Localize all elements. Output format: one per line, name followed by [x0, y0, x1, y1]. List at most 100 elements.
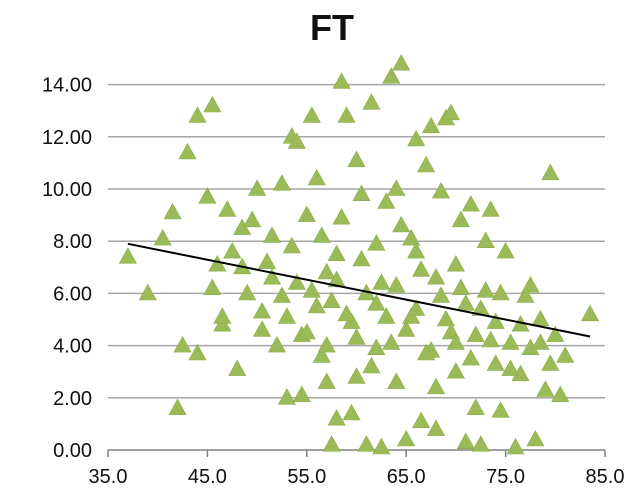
- data-point: [322, 291, 341, 309]
- data-point: [277, 388, 297, 405]
- data-point: [203, 278, 222, 296]
- data-point: [327, 244, 346, 262]
- data-point: [332, 208, 351, 225]
- data-point: [496, 241, 515, 259]
- data-point: [526, 429, 545, 447]
- data-point: [198, 187, 217, 204]
- data-point: [426, 419, 446, 436]
- data-points: [118, 54, 600, 455]
- data-point: [516, 286, 535, 303]
- data-point: [178, 142, 197, 160]
- data-point: [531, 309, 550, 327]
- data-point: [407, 299, 426, 316]
- y-tick-label: 14.00: [42, 75, 92, 97]
- data-point: [317, 335, 336, 353]
- data-point: [312, 226, 331, 243]
- data-point: [332, 72, 351, 89]
- data-point: [461, 348, 480, 366]
- data-point: [223, 241, 242, 259]
- data-point: [407, 129, 426, 147]
- data-point: [367, 294, 386, 311]
- data-point: [272, 174, 292, 191]
- data-point: [168, 398, 187, 416]
- data-point: [163, 202, 182, 220]
- data-point: [541, 354, 560, 371]
- data-point: [297, 205, 316, 222]
- data-point: [436, 309, 456, 327]
- data-point: [481, 330, 500, 348]
- data-point: [352, 249, 371, 267]
- data-point: [377, 192, 396, 209]
- data-point: [431, 181, 451, 199]
- data-point: [506, 437, 525, 455]
- data-point: [486, 354, 505, 371]
- data-point: [441, 103, 461, 121]
- data-point: [337, 106, 356, 123]
- data-point: [238, 283, 257, 301]
- data-point: [521, 275, 540, 293]
- y-tick-label: 2.00: [53, 388, 92, 410]
- data-point: [501, 359, 520, 376]
- data-point: [412, 411, 431, 429]
- data-point: [203, 95, 222, 113]
- data-point: [302, 106, 321, 123]
- data-point: [347, 328, 366, 345]
- x-tick-label: 75.0: [486, 466, 525, 488]
- data-point: [426, 268, 446, 285]
- data-point: [446, 333, 465, 350]
- data-point: [322, 435, 341, 452]
- data-point: [367, 234, 386, 251]
- data-point: [248, 179, 267, 196]
- data-point: [302, 281, 321, 298]
- data-point: [446, 362, 465, 379]
- x-tick-label: 35.0: [89, 466, 128, 488]
- data-point: [312, 346, 331, 363]
- data-point: [412, 260, 431, 277]
- data-point: [501, 333, 520, 350]
- data-point: [416, 155, 436, 173]
- data-point: [287, 132, 306, 149]
- data-point: [257, 252, 277, 269]
- data-point: [357, 435, 376, 452]
- data-point: [556, 346, 575, 363]
- trendline: [127, 242, 591, 338]
- data-point: [307, 296, 326, 314]
- x-tick-label: 85.0: [586, 466, 625, 488]
- data-point: [382, 67, 401, 84]
- data-point: [327, 270, 346, 288]
- data-point: [407, 241, 426, 259]
- data-point: [138, 283, 157, 301]
- data-point: [213, 307, 232, 324]
- data-point: [536, 380, 555, 397]
- data-point: [307, 168, 326, 186]
- data-point: [551, 385, 570, 403]
- data-point: [352, 184, 371, 201]
- y-tick-label: 12.00: [42, 127, 92, 149]
- data-point: [342, 403, 361, 421]
- data-point: [218, 200, 237, 217]
- axes: [107, 449, 606, 457]
- data-point: [362, 356, 381, 374]
- data-point: [317, 262, 336, 280]
- data-point: [262, 226, 282, 243]
- data-point: [377, 307, 396, 324]
- data-point: [466, 325, 485, 342]
- y-tick-label: 0.00: [53, 440, 92, 462]
- data-point: [456, 432, 475, 450]
- data-point: [188, 343, 207, 361]
- data-point: [416, 343, 436, 361]
- data-point: [402, 228, 421, 246]
- data-point: [387, 372, 406, 389]
- data-point: [118, 247, 137, 264]
- data-point: [491, 401, 510, 418]
- data-point: [421, 116, 441, 134]
- data-point: [486, 312, 505, 329]
- data-point: [297, 322, 316, 340]
- y-tick-label: 10.00: [42, 179, 92, 201]
- data-point: [228, 359, 247, 376]
- data-point: [317, 372, 336, 389]
- data-point: [471, 435, 490, 452]
- data-point: [476, 231, 495, 248]
- data-point: [580, 304, 600, 322]
- data-point: [292, 385, 311, 403]
